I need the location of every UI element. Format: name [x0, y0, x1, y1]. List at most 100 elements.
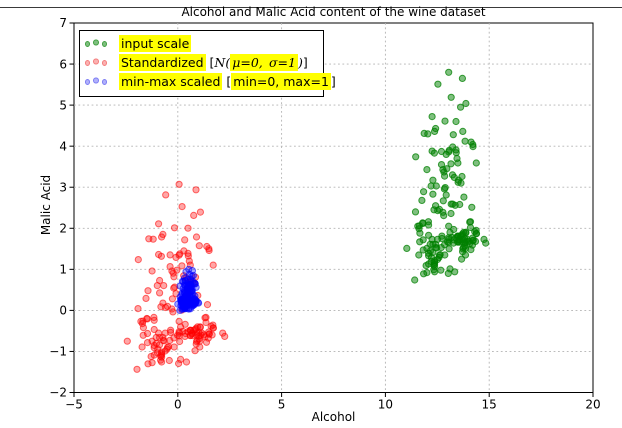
point — [160, 282, 168, 290]
point — [440, 168, 448, 176]
y-tick-label: 2 — [59, 221, 67, 235]
legend-label-segment: ] — [330, 73, 336, 89]
point — [188, 267, 196, 275]
point — [415, 251, 423, 259]
point — [166, 263, 174, 271]
point — [468, 203, 476, 211]
point — [461, 137, 469, 145]
tick-labels: −5 0 5 10 15 20 −2 −1 0 1 2 3 4 5 6 7 — [49, 16, 600, 411]
point — [452, 117, 460, 126]
point — [153, 282, 161, 290]
point — [134, 256, 142, 264]
point — [150, 313, 158, 321]
point — [466, 218, 475, 226]
point — [159, 336, 167, 344]
point — [155, 329, 163, 337]
point — [414, 222, 422, 230]
point — [169, 269, 177, 277]
grid — [74, 23, 593, 393]
point — [150, 344, 158, 352]
point — [158, 233, 166, 241]
point — [461, 244, 470, 252]
point — [176, 337, 184, 346]
legend-label-segment: μ=0, σ=1 — [230, 54, 298, 71]
legend-marker-dot — [85, 60, 91, 66]
point — [458, 74, 466, 83]
figure-top-border — [0, 7, 622, 8]
point — [424, 218, 432, 226]
point — [435, 253, 443, 261]
point — [456, 200, 464, 209]
point — [429, 176, 437, 184]
point — [123, 337, 131, 345]
legend-label-standardized: Standardized [N(μ=0, σ=1)] — [119, 54, 308, 71]
y-tick-label: 5 — [59, 98, 67, 112]
point — [166, 251, 174, 259]
point — [431, 262, 439, 271]
point — [138, 343, 146, 351]
point — [466, 223, 475, 232]
point — [178, 203, 186, 211]
point — [143, 314, 151, 323]
point — [192, 233, 201, 241]
point — [187, 299, 195, 307]
point — [143, 329, 152, 338]
point — [173, 331, 182, 339]
point — [429, 190, 437, 198]
legend-label-segment: input scale — [119, 35, 192, 53]
point — [203, 301, 212, 309]
legend-label-segment: [ — [205, 55, 215, 70]
point — [458, 172, 466, 181]
point — [448, 171, 457, 179]
legend-marker-dot — [93, 77, 99, 84]
point — [471, 228, 479, 236]
legend-label-segment: min-max scaled — [119, 72, 223, 90]
point — [148, 359, 156, 367]
series-input-scale — [403, 68, 490, 284]
point — [170, 224, 179, 232]
legend-marker-dot — [85, 78, 91, 85]
point — [419, 219, 427, 227]
point — [133, 365, 141, 373]
legend-marker-input-scale — [85, 39, 110, 48]
legend-marker-dot — [93, 39, 99, 46]
point — [447, 200, 455, 208]
legend-label-segment: min=0, max=1 — [231, 72, 331, 90]
point — [460, 193, 468, 201]
point — [445, 68, 453, 76]
point — [454, 238, 462, 246]
x-tick-label: −5 — [65, 398, 83, 412]
point — [171, 283, 179, 291]
point — [418, 196, 426, 204]
series-standardized-n-0-1 — [123, 180, 229, 373]
point — [428, 113, 436, 121]
y-tick-label: 1 — [59, 263, 67, 277]
point — [175, 180, 183, 188]
point — [403, 244, 411, 252]
point — [184, 249, 192, 257]
point — [158, 353, 166, 361]
point — [170, 343, 178, 351]
point — [447, 93, 455, 101]
point — [165, 356, 173, 365]
point — [207, 322, 215, 330]
point — [150, 341, 158, 350]
point — [182, 358, 191, 366]
point — [219, 329, 227, 337]
point — [191, 292, 199, 300]
y-tick-label: 4 — [59, 139, 67, 153]
legend-marker-dot — [93, 58, 99, 65]
point — [427, 182, 435, 190]
legend-marker-dot — [85, 41, 91, 48]
point — [437, 266, 445, 274]
point — [462, 99, 470, 108]
legend-entry-input-scale: input scale — [85, 35, 315, 54]
point — [137, 317, 145, 325]
point — [472, 159, 480, 167]
point — [425, 249, 433, 257]
point — [185, 291, 194, 299]
point — [434, 80, 442, 88]
legend-entry-min-max-scaled: min-max scaled [min=0, max=1] — [85, 72, 336, 91]
point — [432, 244, 440, 252]
